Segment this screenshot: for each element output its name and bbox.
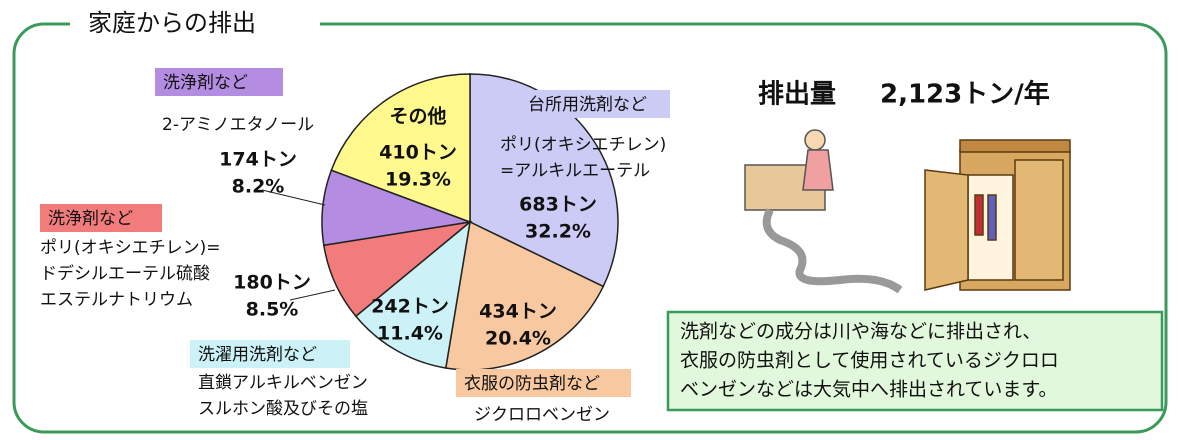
value-label: 242トン xyxy=(371,296,449,318)
value-label: 180トン xyxy=(233,272,311,294)
substance: 2-アミノエタノール xyxy=(162,115,314,135)
percent-label: 19.3% xyxy=(385,169,451,191)
category-label: その他 xyxy=(389,105,446,128)
value-label: 174トン xyxy=(219,149,297,171)
percent-label: 11.4% xyxy=(377,323,443,345)
illustration-kitchen xyxy=(745,130,900,290)
illustration-wardrobe xyxy=(925,140,1070,290)
substance: ジクロロベンゼン xyxy=(474,405,610,425)
note-line: 洗剤などの成分は川や海などに排出され、 xyxy=(680,321,1041,343)
percent-label: 32.2% xyxy=(525,221,591,243)
category-label: 衣服の防虫剤など xyxy=(464,374,600,394)
category-label: 台所用洗剤など xyxy=(528,95,647,115)
percent-label: 8.5% xyxy=(246,299,299,321)
substance: スルホン酸及びその塩 xyxy=(198,399,368,419)
category-label: 洗濯用洗剤など xyxy=(198,345,317,365)
substance: ポリ(オキシエチレン) xyxy=(500,135,666,155)
title: 家庭からの排出 xyxy=(88,9,256,37)
category-label: 洗浄剤など xyxy=(48,209,133,229)
substance: =アルキルエーテル xyxy=(500,161,650,181)
total-label: 排出量 xyxy=(758,80,836,110)
chart: 家庭からの排出 排出量 2,123トン/年 洗剤などの成分は川や海などに排出され… xyxy=(0,0,1178,440)
value-label: 410トン xyxy=(379,142,457,164)
percent-label: 20.4% xyxy=(485,328,551,350)
leader-line xyxy=(262,190,325,205)
page: {"title": "家庭からの排出", "total_label": "排出量… xyxy=(0,0,1178,440)
value-label: 434トン xyxy=(479,301,557,323)
note-line: 衣服の防虫剤として使用されているジクロロ xyxy=(680,350,1059,372)
value-label: 683トン xyxy=(519,194,597,216)
substance: 直鎖アルキルベンゼン xyxy=(198,373,368,393)
percent-label: 8.2% xyxy=(232,176,285,198)
note-line: ベンゼンなどは大気中へ排出されています。 xyxy=(680,379,1058,401)
substance: エステルナトリウム xyxy=(40,290,193,310)
total: 2,123トン/年 xyxy=(880,79,1050,110)
category-label: 洗浄剤など xyxy=(163,73,248,93)
substance: ドデシルエーテル硫酸 xyxy=(40,263,210,284)
substance: ポリ(オキシエチレン)= xyxy=(40,238,221,258)
